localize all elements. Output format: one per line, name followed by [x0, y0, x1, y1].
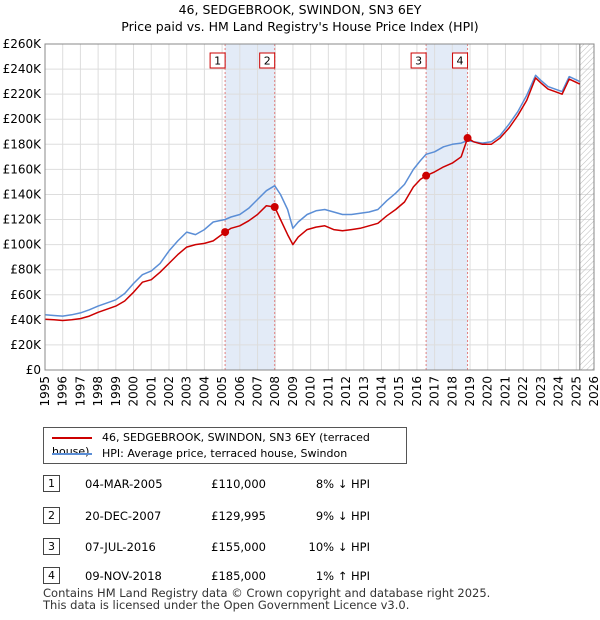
sale-4-badge	[452, 52, 469, 69]
property-price-line	[44, 77, 581, 322]
sale-4-badge-label: 4	[457, 55, 464, 68]
sale-1-badge-label: 1	[214, 55, 221, 68]
x-tick-label: 2009	[286, 376, 300, 407]
y-tick-label: £20K	[10, 338, 42, 352]
legend-swatch-property	[52, 437, 92, 439]
sale-3-badge	[410, 52, 427, 69]
transaction-price: £155,000	[211, 540, 266, 554]
footer-attribution: Contains HM Land Registry data © Crown c…	[43, 587, 490, 611]
x-tick-label: 2026	[587, 376, 600, 407]
transaction-number: 4	[43, 567, 60, 584]
legend-label-hpi: HPI: Average price, terraced house, Swin…	[102, 447, 348, 460]
x-tick-label: 2018	[445, 376, 459, 407]
hpi-line	[44, 74, 581, 317]
transaction-price: £110,000	[211, 477, 266, 491]
transaction-price: £185,000	[211, 569, 266, 583]
x-tick-label: 2013	[357, 376, 371, 407]
x-tick-label: 2019	[463, 376, 477, 407]
legend-swatch-hpi	[52, 453, 92, 455]
chart-legend: 46, SEDGEBROOK, SWINDON, SN3 6EY (terrac…	[43, 427, 407, 464]
y-tick-label: £80K	[10, 263, 42, 277]
y-tick-label: £160K	[3, 162, 43, 176]
ownership-shade-2	[426, 44, 468, 370]
x-tick-label: 2000	[127, 376, 141, 407]
legend-item-property: 46, SEDGEBROOK, SWINDON, SN3 6EY (terrac…	[52, 431, 406, 458]
x-tick-label: 2008	[268, 376, 282, 407]
plot-frame	[44, 43, 595, 371]
sale-1-badge	[209, 52, 226, 69]
forecast-hatch	[579, 44, 594, 370]
x-tick-label: 2002	[162, 376, 176, 407]
legend-item-hpi: HPI: Average price, terraced house, Swin…	[52, 447, 347, 461]
y-tick-label: £0	[26, 363, 41, 377]
x-tick-label: 2011	[321, 376, 335, 407]
x-tick-label: 2014	[374, 376, 388, 407]
x-tick-label: 2025	[569, 376, 583, 407]
chart-title: 46, SEDGEBROOK, SWINDON, SN3 6EY	[178, 2, 422, 17]
x-tick-label: 2021	[498, 376, 512, 407]
transaction-date: 04-MAR-2005	[85, 477, 163, 491]
y-tick-label: £120K	[3, 213, 43, 227]
plot-area	[45, 44, 594, 370]
sale-4-point	[463, 134, 472, 143]
transaction-date: 20-DEC-2007	[85, 509, 162, 523]
transaction-price: £129,995	[211, 509, 266, 523]
sale-2-badge-label: 2	[264, 55, 271, 68]
x-tick-label: 1999	[109, 376, 123, 407]
transaction-hpi-diff: 8% ↓ HPI	[315, 477, 370, 491]
x-tick-label: 2017	[428, 376, 442, 407]
x-tick-label: 1998	[91, 376, 105, 407]
x-tick-label: 2005	[215, 376, 229, 407]
y-tick-label: £200K	[3, 112, 43, 126]
y-tick-label: £220K	[3, 87, 43, 101]
x-tick-label: 1995	[38, 376, 52, 407]
sale-3-point	[422, 171, 431, 180]
y-tick-label: £140K	[3, 187, 43, 201]
x-tick-label: 1996	[56, 376, 70, 407]
x-tick-label: 2023	[534, 376, 548, 407]
transaction-number: 2	[43, 507, 60, 524]
transaction-date: 09-NOV-2018	[85, 569, 162, 583]
x-tick-label: 2001	[144, 376, 158, 407]
price-chart: £0 £20K £40K £60K £80K £100K £120K £140K £160K £1…	[3, 37, 600, 407]
x-tick-label: 2022	[516, 376, 530, 407]
transaction-number: 1	[43, 475, 60, 492]
sale-1-point	[221, 228, 230, 237]
footer-licence: This data is licensed under the Open Gov…	[43, 598, 410, 612]
transaction-row: 3 07-JUL-2016 £155,000 10% ↓ HPI	[0, 537, 600, 559]
y-tick-label: £100K	[3, 238, 43, 252]
x-tick-label: 2016	[410, 376, 424, 407]
y-tick-label: £40K	[10, 313, 42, 327]
x-tick-label: 2012	[339, 376, 353, 407]
transaction-hpi-diff: 10% ↓ HPI	[308, 540, 370, 554]
sale-2-badge	[259, 52, 276, 69]
x-tick-label: 2024	[552, 376, 566, 407]
transaction-row: 2 20-DEC-2007 £129,995 9% ↓ HPI	[0, 506, 600, 528]
transaction-hpi-diff: 9% ↓ HPI	[315, 509, 370, 523]
x-tick-label: 2010	[304, 376, 318, 407]
x-tick-label: 2015	[392, 376, 406, 407]
x-tick-label: 2004	[197, 376, 211, 407]
x-tick-label: 2007	[251, 376, 265, 407]
footer-copyright: Contains HM Land Registry data © Crown c…	[43, 586, 491, 600]
sale-3-badge-label: 3	[415, 55, 422, 68]
y-tick-label: £260K	[3, 37, 43, 51]
transaction-date: 07-JUL-2016	[85, 540, 156, 554]
chart-subtitle: Price paid vs. HM Land Registry's House …	[121, 19, 479, 34]
transaction-hpi-diff: 1% ↑ HPI	[315, 569, 370, 583]
x-tick-label: 2020	[481, 376, 495, 407]
sale-2-point	[270, 203, 279, 212]
transaction-row: 1 04-MAR-2005 £110,000 8% ↓ HPI	[0, 474, 600, 496]
y-tick-label: £240K	[3, 62, 43, 76]
y-tick-label: £180K	[3, 137, 43, 151]
transaction-number: 3	[43, 538, 60, 555]
y-tick-label: £60K	[10, 288, 42, 302]
x-tick-label: 1997	[73, 376, 87, 407]
x-tick-label: 2003	[180, 376, 194, 407]
transaction-row: 4 09-NOV-2018 £185,000 1% ↑ HPI	[0, 566, 600, 588]
x-tick-label: 2006	[233, 376, 247, 407]
